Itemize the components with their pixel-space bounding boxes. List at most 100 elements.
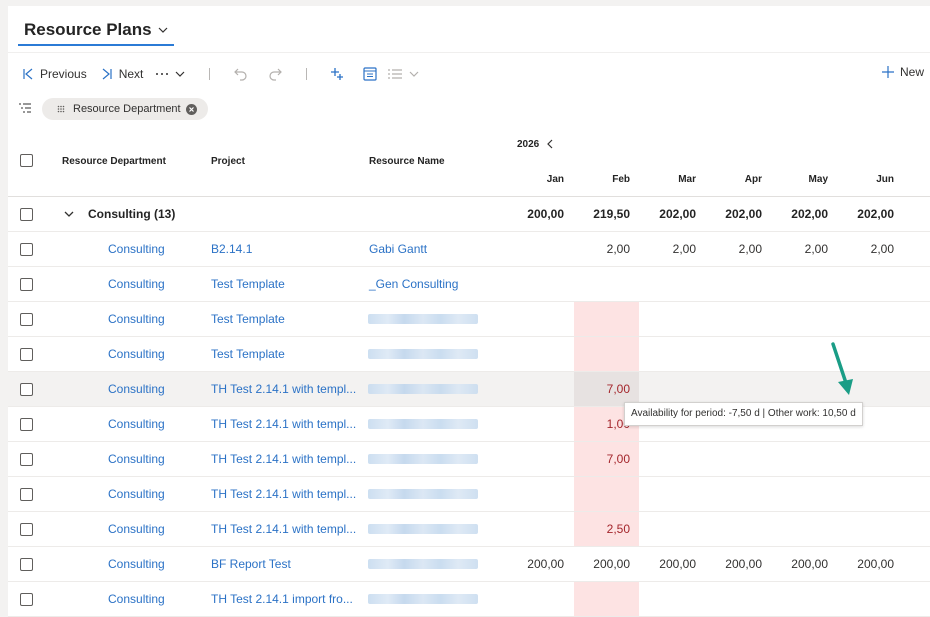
- redacted-resource-name[interactable]: [368, 559, 478, 569]
- list-options-button[interactable]: [387, 68, 419, 80]
- row-checkbox[interactable]: [20, 243, 33, 256]
- month-value-cell[interactable]: [570, 582, 630, 616]
- month-value-cell[interactable]: [834, 512, 894, 546]
- month-value-cell[interactable]: [768, 582, 828, 616]
- month-value-cell[interactable]: [504, 302, 564, 336]
- month-value-cell[interactable]: [636, 302, 696, 336]
- more-button[interactable]: [155, 68, 185, 80]
- department-link[interactable]: Consulting: [108, 452, 165, 466]
- table-row[interactable]: Consulting TH Test 2.14.1 with templ... 7,…: [8, 442, 930, 477]
- department-link[interactable]: Consulting: [108, 417, 165, 431]
- month-value-cell[interactable]: [768, 267, 828, 301]
- month-value-cell[interactable]: [702, 337, 762, 371]
- table-row[interactable]: Consulting TH Test 2.14.1 import fro...: [8, 582, 930, 617]
- month-value-cell[interactable]: [702, 442, 762, 476]
- month-header[interactable]: May: [808, 174, 828, 185]
- month-value-cell[interactable]: 2,00: [738, 242, 762, 256]
- month-value-cell[interactable]: [504, 442, 564, 476]
- month-value-cell[interactable]: [834, 477, 894, 511]
- chevron-down-icon[interactable]: [64, 209, 74, 219]
- row-checkbox[interactable]: [20, 208, 33, 221]
- table-row[interactable]: Consulting Test Template: [8, 302, 930, 337]
- column-header-department[interactable]: Resource Department: [62, 156, 166, 167]
- department-link[interactable]: Consulting: [108, 592, 165, 606]
- month-value-cell[interactable]: 7,00: [606, 452, 630, 466]
- month-header[interactable]: Apr: [744, 174, 762, 185]
- month-value-cell[interactable]: [504, 477, 564, 511]
- month-value-cell[interactable]: 200,00: [527, 557, 564, 571]
- month-value-cell[interactable]: [504, 407, 564, 441]
- month-value-cell[interactable]: [504, 232, 564, 266]
- previous-button[interactable]: Previous: [22, 67, 87, 81]
- next-button[interactable]: Next: [101, 67, 143, 81]
- month-value-cell[interactable]: [702, 477, 762, 511]
- table-row[interactable]: Consulting TH Test 2.14.1 with templ...: [8, 477, 930, 512]
- department-link[interactable]: Consulting: [108, 382, 165, 396]
- table-row[interactable]: Consulting Test Template _Gen Consulting: [8, 267, 930, 302]
- month-value-cell[interactable]: [570, 337, 630, 371]
- month-value-cell[interactable]: 200,00: [659, 557, 696, 571]
- redacted-resource-name[interactable]: [368, 314, 478, 324]
- row-checkbox[interactable]: [20, 558, 33, 571]
- month-value-cell[interactable]: 2,00: [672, 242, 696, 256]
- redacted-resource-name[interactable]: [368, 489, 478, 499]
- month-value-cell[interactable]: [702, 582, 762, 616]
- resource-link[interactable]: Gabi Gantt: [369, 242, 428, 256]
- view-selector[interactable]: Resource Plans: [18, 16, 174, 46]
- resource-link[interactable]: _Gen Consulting: [369, 277, 459, 291]
- month-value-cell[interactable]: 1,00: [606, 417, 630, 431]
- month-value-cell[interactable]: 7,00: [606, 382, 630, 396]
- redacted-resource-name[interactable]: [368, 384, 478, 394]
- month-value-cell[interactable]: 200,00: [857, 557, 894, 571]
- month-value-cell[interactable]: [702, 512, 762, 546]
- row-checkbox[interactable]: [20, 313, 33, 326]
- layout-button[interactable]: [363, 67, 377, 81]
- month-value-cell[interactable]: [636, 582, 696, 616]
- row-checkbox[interactable]: [20, 453, 33, 466]
- department-link[interactable]: Consulting: [108, 522, 165, 536]
- month-value-cell[interactable]: [636, 512, 696, 546]
- month-value-cell[interactable]: [504, 372, 564, 406]
- department-link[interactable]: Consulting: [108, 487, 165, 501]
- month-value-cell[interactable]: [636, 267, 696, 301]
- table-row[interactable]: Consulting TH Test 2.14.1 with templ... 7,…: [8, 372, 930, 407]
- redacted-resource-name[interactable]: [368, 594, 478, 604]
- month-value-cell[interactable]: [768, 512, 828, 546]
- month-value-cell[interactable]: [570, 267, 630, 301]
- month-value-cell[interactable]: [768, 442, 828, 476]
- department-link[interactable]: Consulting: [108, 242, 165, 256]
- month-value-cell[interactable]: [768, 477, 828, 511]
- row-checkbox[interactable]: [20, 523, 33, 536]
- month-value-cell[interactable]: [834, 582, 894, 616]
- month-value-cell[interactable]: 2,00: [606, 242, 630, 256]
- redacted-resource-name[interactable]: [368, 454, 478, 464]
- department-link[interactable]: Consulting: [108, 557, 165, 571]
- month-value-cell[interactable]: [504, 512, 564, 546]
- month-value-cell[interactable]: [570, 302, 630, 336]
- row-checkbox[interactable]: [20, 418, 33, 431]
- project-link[interactable]: Test Template: [211, 277, 285, 291]
- month-value-cell[interactable]: [504, 337, 564, 371]
- month-value-cell[interactable]: [636, 477, 696, 511]
- department-link[interactable]: Consulting: [108, 347, 165, 361]
- department-link[interactable]: Consulting: [108, 312, 165, 326]
- select-all-checkbox[interactable]: [20, 154, 33, 167]
- month-value-cell[interactable]: [504, 267, 564, 301]
- row-checkbox[interactable]: [20, 488, 33, 501]
- table-row[interactable]: Consulting B2.14.1 Gabi Gantt 2,00 2,00 2,00 2…: [8, 232, 930, 267]
- redacted-resource-name[interactable]: [368, 524, 478, 534]
- month-value-cell[interactable]: [768, 372, 828, 406]
- redacted-resource-name[interactable]: [368, 349, 478, 359]
- row-checkbox[interactable]: [20, 278, 33, 291]
- month-header[interactable]: Mar: [678, 174, 696, 185]
- month-value-cell[interactable]: 2,00: [870, 242, 894, 256]
- month-value-cell[interactable]: [834, 302, 894, 336]
- chevron-left-icon[interactable]: [546, 139, 554, 149]
- table-row[interactable]: Consulting TH Test 2.14.1 with templ... 2,…: [8, 512, 930, 547]
- filter-chip[interactable]: Resource Department: [42, 98, 208, 120]
- month-value-cell[interactable]: [834, 267, 894, 301]
- table-row[interactable]: Consulting BF Report Test 200,00 200,00 200,…: [8, 547, 930, 582]
- month-value-cell[interactable]: [834, 442, 894, 476]
- month-value-cell[interactable]: 200,00: [725, 557, 762, 571]
- month-header[interactable]: Jan: [546, 174, 564, 185]
